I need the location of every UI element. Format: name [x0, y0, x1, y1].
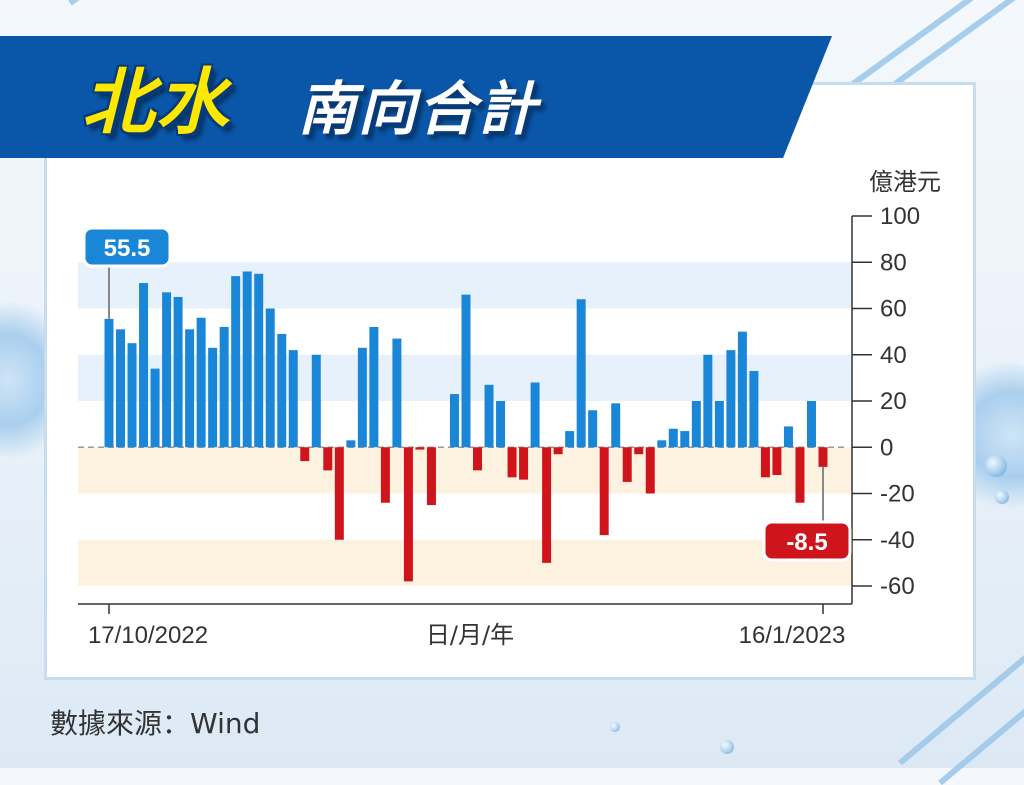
y-tick-label: 20 [880, 388, 907, 415]
y-tick-label: 40 [880, 342, 907, 369]
bar [484, 384, 494, 448]
bar [737, 331, 747, 448]
bars [104, 271, 828, 582]
bar [311, 354, 321, 448]
bar [519, 447, 529, 480]
bar [714, 401, 724, 448]
y-tick-label: -40 [880, 527, 915, 554]
bar [496, 401, 506, 448]
bar [277, 333, 287, 448]
bar [334, 447, 344, 540]
bar [588, 410, 598, 448]
callout-label: -8.5 [786, 529, 827, 556]
bar [806, 401, 816, 448]
callout-box [762, 520, 852, 562]
bar [668, 428, 678, 448]
bar [473, 447, 483, 471]
bar [680, 431, 690, 448]
bar [818, 447, 828, 467]
bar [622, 447, 632, 482]
bar [760, 447, 770, 478]
source-note: 數據來源：Wind [50, 707, 261, 740]
title-highlight: 北水 [82, 60, 231, 144]
x-start-label: 17/10/2022 [88, 622, 208, 649]
y-tick-label: -20 [880, 481, 915, 508]
bar [242, 271, 252, 448]
bar [783, 426, 793, 448]
bar [657, 440, 667, 448]
bar [611, 403, 621, 448]
bar [219, 327, 229, 448]
water-drop [995, 490, 1009, 504]
bar [300, 447, 310, 462]
bar [426, 447, 436, 506]
bar [565, 431, 575, 448]
water-drop [610, 722, 620, 732]
bar [403, 447, 413, 582]
water-drop [720, 740, 734, 754]
bar [150, 368, 160, 448]
bar [449, 394, 459, 448]
y-tick-label: 0 [880, 434, 893, 461]
bar [691, 401, 701, 448]
bar [703, 354, 713, 448]
band [78, 539, 852, 586]
bar [127, 343, 137, 448]
bar [645, 447, 655, 494]
bar [196, 317, 206, 448]
y-axis: 100 80 60 40 20 0 -20 -40 -60 [851, 203, 920, 604]
bar [749, 370, 759, 448]
water-drop [985, 455, 1007, 477]
y-tick-label: -60 [880, 573, 915, 600]
bar [380, 447, 390, 503]
bar [116, 329, 126, 448]
y-tick-label: 60 [880, 296, 907, 323]
bar [461, 294, 471, 448]
bar [369, 327, 379, 448]
unit-label: 億港元 [869, 168, 941, 196]
bar [288, 350, 298, 448]
bar [231, 276, 241, 448]
bar [185, 329, 195, 448]
bar [726, 350, 736, 448]
bar [346, 440, 356, 448]
bar [357, 347, 367, 448]
x-axis-title: 日/月/年 [426, 621, 514, 649]
y-tick-label: 80 [880, 249, 907, 276]
bar [104, 318, 114, 448]
bar [173, 296, 183, 448]
bar [415, 447, 425, 450]
x-end-label: 16/1/2023 [739, 622, 846, 649]
bar [553, 447, 563, 455]
bar [265, 308, 275, 448]
bar [634, 447, 644, 455]
bar [392, 338, 402, 448]
bar [542, 447, 552, 563]
y-tick-label: 100 [880, 203, 920, 230]
title-banner-edge [0, 36, 16, 158]
bar-chart: 100 80 60 40 20 0 -20 -40 -60 55.5 -8.5 億港元 17/10… [78, 168, 941, 649]
bar [323, 447, 333, 471]
bar [795, 447, 805, 503]
callouts: 55.5 -8.5 [82, 226, 852, 562]
bar [139, 283, 149, 448]
callout-label: 55.5 [104, 235, 151, 262]
bar [162, 292, 172, 448]
x-axis [78, 603, 852, 614]
bar [772, 447, 782, 475]
bar [507, 447, 517, 478]
bar [576, 299, 586, 448]
band [78, 447, 852, 494]
callout-box [82, 226, 172, 268]
title-banner [16, 36, 832, 158]
bar [254, 273, 264, 448]
bar [599, 447, 609, 536]
bar [208, 347, 218, 448]
bar [530, 382, 540, 448]
title-text: 南向合計 [298, 75, 539, 143]
